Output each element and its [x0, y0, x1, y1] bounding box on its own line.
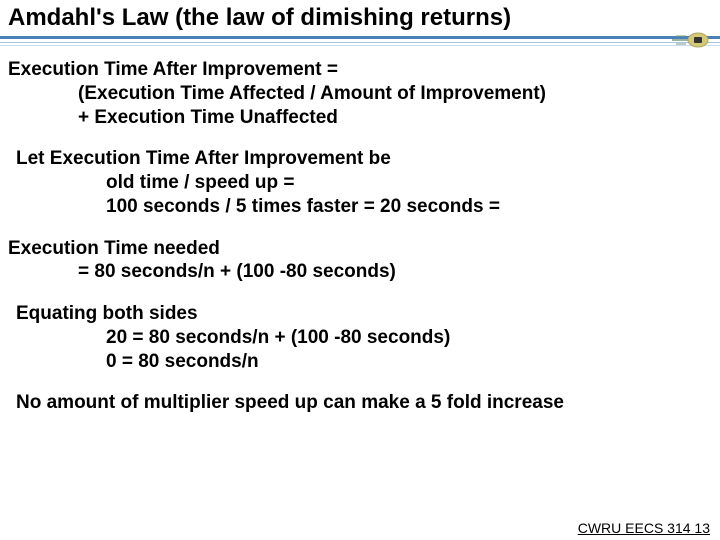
example-setup: Let Execution Time After Improvement be …: [8, 147, 712, 218]
text-line: + Execution Time Unaffected: [8, 106, 712, 130]
text-line: Execution Time After Improvement =: [8, 58, 712, 82]
text-line: 100 seconds / 5 times faster = 20 second…: [16, 195, 712, 219]
text-line: old time / speed up =: [16, 171, 712, 195]
text-line: (Execution Time Affected / Amount of Imp…: [8, 82, 712, 106]
slide-footer: CWRU EECS 314 13: [578, 520, 710, 536]
text-line: Equating both sides: [16, 302, 712, 326]
slide-title: Amdahl's Law (the law of dimishing retur…: [8, 4, 712, 38]
text-line: 20 = 80 seconds/n + (100 -80 seconds): [16, 326, 712, 350]
execution-time-needed: Execution Time needed = 80 seconds/n + (…: [8, 237, 712, 285]
chip-icon: [672, 30, 712, 50]
slide: Amdahl's Law (the law of dimishing retur…: [0, 0, 720, 540]
conclusion: No amount of multiplier speed up can mak…: [8, 391, 712, 415]
text-line: Execution Time needed: [8, 237, 712, 261]
underline-thick: [0, 36, 720, 39]
underline-thin-1: [0, 42, 720, 43]
title-underline: [0, 34, 720, 48]
text-line: Let Execution Time After Improvement be: [16, 147, 712, 171]
equating-sides: Equating both sides 20 = 80 seconds/n + …: [8, 302, 712, 373]
slide-content: Execution Time After Improvement = (Exec…: [8, 38, 712, 415]
text-line: = 80 seconds/n + (100 -80 seconds): [8, 260, 712, 284]
text-line: No amount of multiplier speed up can mak…: [16, 391, 712, 415]
underline-thin-2: [0, 45, 720, 46]
text-line: 0 = 80 seconds/n: [16, 350, 712, 374]
formula-definition: Execution Time After Improvement = (Exec…: [8, 58, 712, 129]
